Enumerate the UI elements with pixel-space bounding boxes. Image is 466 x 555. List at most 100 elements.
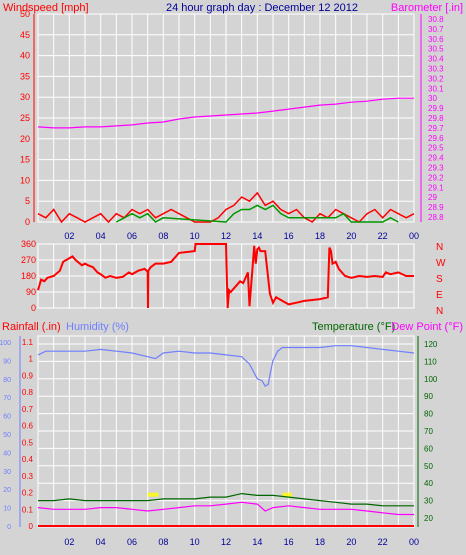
rain-y-tick-label: 0.5 — [22, 438, 34, 447]
baro-y-tick-label: 29.5 — [428, 144, 444, 153]
wind-y-tick-label: 5 — [25, 196, 30, 206]
rain-y-tick-label: 0.2 — [22, 489, 34, 498]
x-tick-label: 12 — [221, 231, 231, 241]
wind-y-tick-label: 0 — [25, 217, 30, 227]
baro-y-tick-label: 29.4 — [428, 154, 444, 163]
humidity-y-tick-label: 60 — [3, 414, 11, 421]
temperature-axis-label: Temperature (°F) — [312, 321, 395, 333]
rain-y-tick-label: 0.8 — [22, 388, 34, 397]
barometer-line — [37, 97, 414, 129]
x-tick-label: 06 — [127, 231, 137, 241]
x-tick-label: 10 — [190, 537, 200, 547]
humidity-y-tick-label: 80 — [3, 377, 11, 384]
direction-y-tick-label: 360 — [21, 239, 36, 249]
humidity-axis-label: Humidity (%) — [66, 321, 129, 333]
temperature-y-tick-label: 90 — [424, 392, 433, 401]
baro-y-tick-label: 30.8 — [428, 15, 444, 24]
temperature-y-tick-label: 30 — [424, 497, 433, 506]
baro-y-tick-label: 29.2 — [428, 173, 444, 182]
humidity-y-tick-label: 30 — [3, 469, 11, 476]
rain-y-tick-label: 0.6 — [22, 422, 34, 431]
rainfall-axis-label: Rainfall (.in) — [2, 321, 61, 333]
temperature-y-tick-label: 100 — [424, 375, 438, 384]
rain-y-tick-label: 0.9 — [22, 371, 34, 380]
x-tick-label: 08 — [158, 537, 168, 547]
x-tick-label: 00 — [409, 231, 419, 241]
humidity-y-tick-label: 70 — [3, 395, 11, 402]
baro-y-tick-label: 28.9 — [428, 203, 444, 212]
compass-label: W — [436, 258, 446, 269]
compass-label: S — [436, 274, 443, 285]
baro-y-tick-label: 30.3 — [428, 64, 444, 73]
x-tick-label: 22 — [378, 537, 388, 547]
x-tick-label: 18 — [315, 537, 325, 547]
x-tick-label: 16 — [284, 537, 294, 547]
graph-title: 24 hour graph day : December 12 2012 — [166, 2, 358, 14]
wind-y-tick-label: 50 — [20, 9, 30, 19]
x-tick-label: 04 — [96, 537, 106, 547]
direction-y-tick-label: 0 — [31, 303, 36, 313]
x-tick-label: 10 — [190, 231, 200, 241]
temperature-highlight-marker — [282, 492, 292, 497]
baro-y-tick-label: 28.8 — [428, 213, 444, 222]
baro-y-tick-label: 30.5 — [428, 45, 444, 54]
rain-y-tick-label: 0.7 — [22, 405, 34, 414]
temperature-y-tick-label: 40 — [424, 479, 433, 488]
x-tick-label: 08 — [158, 231, 168, 241]
rain-y-tick-label: 0.3 — [22, 472, 34, 481]
humidity-line — [37, 345, 415, 388]
wind-y-tick-label: 40 — [20, 51, 30, 61]
temperature-line — [38, 492, 414, 507]
wind-y-tick-label: 15 — [20, 155, 30, 165]
x-tick-label: 22 — [378, 231, 388, 241]
x-tick-label: 12 — [221, 537, 231, 547]
windspeed-axis-label: Windspeed [mph] — [3, 2, 89, 14]
baro-y-tick-label: 30.7 — [428, 25, 444, 34]
dewpoint-line — [37, 501, 414, 516]
temperature-y-tick-label: 60 — [424, 444, 433, 453]
wind-y-tick-label: 20 — [20, 134, 30, 144]
dewpoint-axis-label: Dew Point (°F) — [391, 321, 463, 333]
wind-barometer-panel: 0510152025303540455028.828.92929.129.229… — [20, 9, 444, 241]
x-tick-label: 02 — [64, 231, 74, 241]
x-tick-label: 16 — [284, 231, 294, 241]
x-tick-label: 20 — [346, 231, 356, 241]
x-tick-label: 00 — [409, 537, 419, 547]
compass-label: E — [436, 290, 443, 301]
baro-y-tick-label: 30.6 — [428, 35, 444, 44]
x-tick-label: 06 — [127, 537, 137, 547]
barometer-axis-label: Barometer [.in] — [391, 2, 463, 14]
rain-y-tick-label: 1.1 — [22, 338, 34, 347]
baro-y-tick-label: 29 — [428, 193, 437, 202]
compass-label: N — [436, 306, 443, 317]
x-tick-label: 18 — [315, 231, 325, 241]
rain-y-tick-label: 0 — [29, 522, 34, 531]
compass-label: N — [436, 242, 443, 253]
temperature-y-tick-label: 110 — [424, 357, 437, 366]
baro-y-tick-label: 29.3 — [428, 164, 444, 173]
direction-y-tick-label: 90 — [26, 287, 36, 297]
x-tick-label: 20 — [346, 537, 356, 547]
humidity-y-tick-label: 100 — [0, 340, 11, 347]
humidity-y-tick-label: 20 — [3, 487, 11, 494]
direction-y-tick-label: 180 — [21, 271, 36, 281]
rain-y-tick-label: 0.1 — [22, 505, 34, 514]
x-tick-label: 02 — [64, 537, 74, 547]
baro-y-tick-label: 30 — [428, 94, 437, 103]
wind-y-tick-label: 45 — [20, 30, 30, 40]
windspeed-line — [37, 191, 415, 224]
rain-y-tick-label: 0.4 — [22, 455, 34, 464]
humidity-y-tick-label: 0 — [7, 524, 11, 531]
humidity-y-tick-label: 50 — [3, 432, 11, 439]
x-tick-label: 14 — [252, 231, 262, 241]
temperature-y-tick-label: 120 — [424, 340, 438, 349]
temperature-y-tick-label: 80 — [424, 410, 433, 419]
wind-y-tick-label: 25 — [20, 113, 30, 123]
baro-y-tick-label: 29.1 — [428, 183, 444, 192]
x-tick-label: 14 — [252, 537, 262, 547]
humidity-y-tick-label: 40 — [3, 450, 11, 457]
wind-direction-line — [37, 243, 414, 309]
baro-y-tick-label: 29.8 — [428, 114, 444, 123]
baro-y-tick-label: 29.6 — [428, 134, 444, 143]
